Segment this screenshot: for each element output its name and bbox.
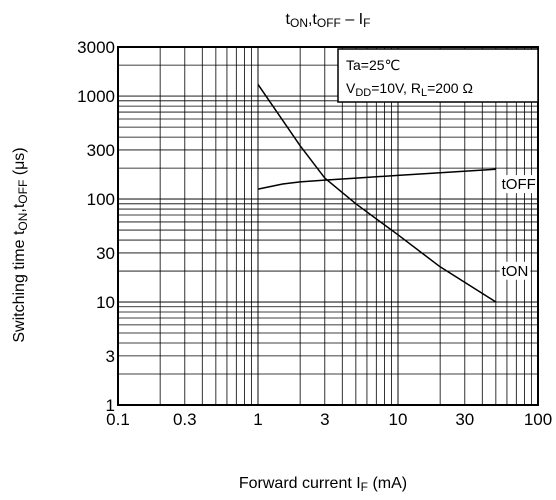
- y-tick-label: 30: [96, 244, 115, 263]
- series-label-background: [499, 175, 538, 194]
- grid: [117, 46, 539, 406]
- y-tick-label: 1000: [77, 87, 115, 106]
- chart-title: tON,tOFF – IF: [286, 11, 371, 30]
- series-label-ton: tON: [502, 263, 529, 280]
- series-label-toff: tOFF: [502, 176, 536, 193]
- series-line-ton: [257, 83, 497, 303]
- x-axis-label: Forward current IF (mA): [239, 475, 407, 494]
- conditions-box: Ta=25℃ VDD=10V, RL=200 Ω: [337, 48, 539, 103]
- plot-frame: [117, 46, 539, 406]
- x-tick-label: 0.1: [106, 410, 130, 429]
- y-tick-label: 3000: [77, 38, 115, 57]
- y-tick-label: 300: [87, 141, 115, 160]
- x-tick-label: 0.3: [173, 410, 197, 429]
- y-tick-label: 10: [96, 293, 115, 312]
- x-tick-label: 100: [524, 410, 552, 429]
- series-layer: tON tOFF: [257, 83, 538, 303]
- y-tick-label: 1: [106, 396, 115, 415]
- x-tick-label: 3: [320, 410, 329, 429]
- series-line-toff: [257, 168, 496, 190]
- y-axis-label: Switching time tON,tOFF (μs): [11, 147, 30, 342]
- test-conditions: VDD=10V, RL=200 Ω: [346, 80, 473, 99]
- x-tick-label: 10: [389, 410, 408, 429]
- tick-labels: 0.1 0.3 1 3 10 30 100 1 3 10 30 100 300 1000 3000: [77, 38, 552, 429]
- series-label-background: [499, 261, 531, 280]
- ambient-temperature: Ta=25℃: [346, 57, 400, 73]
- y-tick-label: 100: [87, 190, 115, 209]
- y-tick-label: 3: [106, 347, 115, 366]
- x-tick-label: 30: [455, 410, 474, 429]
- x-tick-label: 1: [253, 410, 262, 429]
